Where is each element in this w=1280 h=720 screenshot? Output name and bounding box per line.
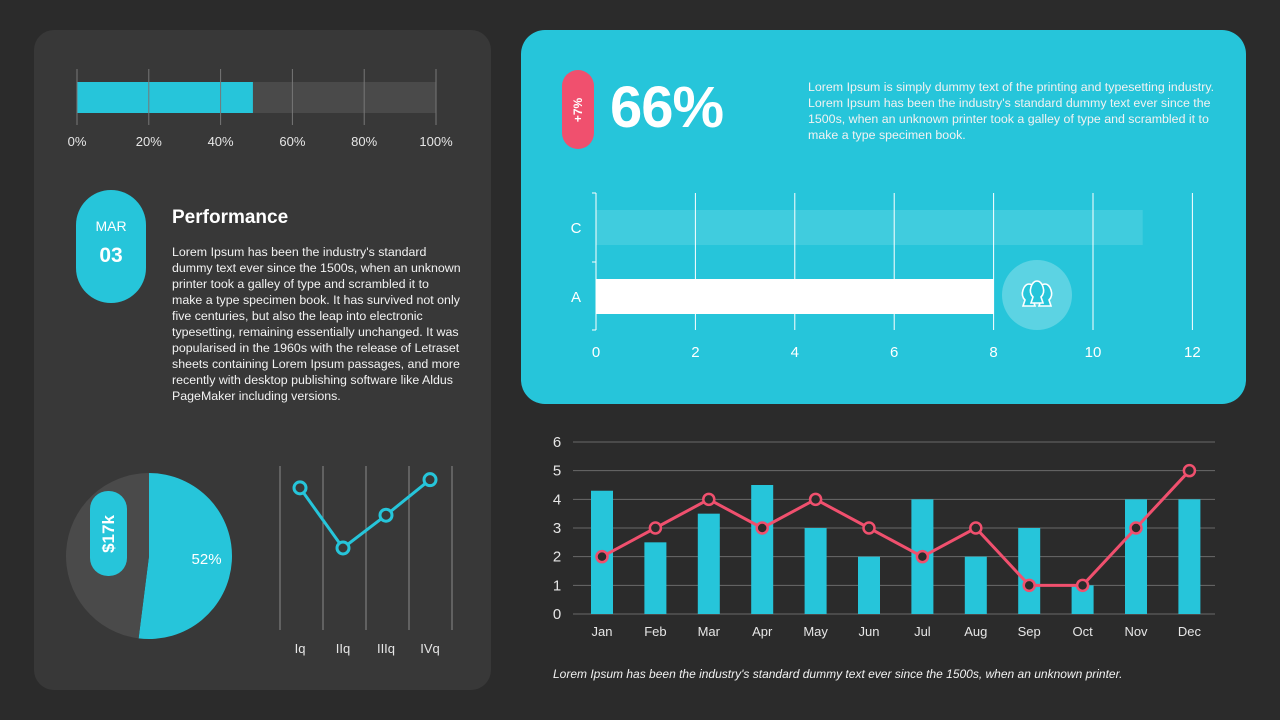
monthly-point (1022, 578, 1036, 593)
monthly-bar (804, 528, 827, 614)
progress-fill (77, 82, 253, 113)
monthly-x-label: Dec (1178, 624, 1202, 639)
monthly-y-tick: 2 (553, 549, 561, 566)
monthly-x-label: Feb (644, 624, 666, 639)
chart-caption: Lorem Ipsum has been the industry's stan… (553, 667, 1123, 681)
performance-title: Performance (172, 207, 289, 228)
progress-tick-label: 60% (279, 134, 305, 149)
monthly-point (1075, 578, 1090, 593)
monthly-y-tick: 0 (553, 606, 561, 623)
monthly-bar (1018, 528, 1041, 614)
ca-bar (596, 210, 1143, 245)
change-badge: +7% (562, 70, 594, 149)
monthly-x-label: Jun (859, 624, 880, 639)
pie-slice-label: 52% (192, 551, 222, 568)
ca-category-label: C (571, 220, 582, 237)
monthly-point (702, 492, 716, 507)
highlight-panel (521, 30, 1246, 404)
monthly-x-label: Apr (752, 624, 773, 639)
monthly-y-tick: 6 (553, 434, 561, 451)
performance-text: Lorem Ipsum has been the industry's stan… (172, 245, 461, 403)
monthly-point (648, 521, 663, 535)
progress-tick-label: 80% (351, 134, 377, 149)
ca-tick-label: 2 (691, 344, 699, 361)
ca-tick-label: 6 (890, 344, 898, 361)
monthly-bar (644, 542, 667, 614)
headline-percent: 66% (610, 75, 724, 140)
monthly-x-label: Aug (964, 624, 987, 639)
change-value: +7% (571, 97, 585, 122)
monthly-x-label: May (803, 624, 828, 639)
ca-tick-label: 8 (989, 344, 997, 361)
monthly-bar (858, 556, 880, 614)
progress-tick-label: 100% (419, 134, 453, 149)
monthly-point (595, 549, 609, 564)
quarter-label: IIIq (377, 641, 395, 656)
quarter-point (378, 507, 394, 523)
quarter-label: IIq (336, 641, 350, 656)
quarter-point (422, 472, 438, 488)
monthly-point (1129, 521, 1143, 535)
monthly-bar (964, 556, 987, 614)
quarter-label: Iq (295, 641, 306, 656)
monthly-x-label: Jan (592, 624, 613, 639)
monthly-y-tick: 5 (553, 463, 561, 480)
progress-tick-label: 40% (208, 134, 234, 149)
monthly-bar (751, 485, 774, 614)
ca-bar (596, 279, 994, 314)
monthly-x-label: Oct (1072, 624, 1093, 639)
monthly-y-tick: 4 (553, 491, 561, 508)
quarter-label: IVq (420, 641, 440, 656)
pie-slice (138, 473, 233, 639)
monthly-point (808, 492, 823, 507)
progress-tick-label: 0% (68, 134, 87, 149)
ca-tick-label: 4 (791, 344, 799, 361)
amount-badge: $17k (90, 491, 127, 576)
monthly-line (601, 469, 1191, 587)
progress-tick-label: 20% (136, 134, 162, 149)
monthly-bar (1178, 499, 1201, 614)
ca-tick-label: 12 (1184, 344, 1201, 361)
date-day: 03 (99, 244, 123, 267)
date-badge: MAR 03 (76, 190, 146, 303)
highlight-text: Lorem Ipsum is simply dummy text of the … (808, 80, 1215, 142)
monthly-point (862, 521, 876, 535)
monthly-point (1182, 463, 1197, 478)
quarter-line (298, 478, 431, 551)
monthly-x-label: Jul (914, 624, 931, 639)
monthly-y-tick: 3 (553, 520, 561, 537)
quarter-point (335, 540, 351, 556)
monthly-x-label: Mar (698, 624, 721, 639)
quarter-point (292, 480, 308, 496)
monthly-point (969, 521, 983, 535)
ca-tick-label: 0 (592, 344, 600, 361)
users-group-icon (1021, 280, 1053, 307)
ca-tick-label: 10 (1085, 344, 1102, 361)
monthly-bar (1071, 585, 1094, 614)
monthly-x-label: Nov (1124, 624, 1148, 639)
monthly-point (915, 549, 930, 564)
monthly-y-tick: 1 (553, 577, 561, 594)
amount-value: $17k (98, 514, 118, 553)
date-month: MAR (95, 218, 127, 234)
monthly-point (755, 521, 769, 535)
monthly-bar (1125, 499, 1147, 614)
ca-category-label: A (571, 289, 581, 306)
monthly-bar (697, 513, 720, 614)
monthly-x-label: Sep (1018, 624, 1041, 639)
